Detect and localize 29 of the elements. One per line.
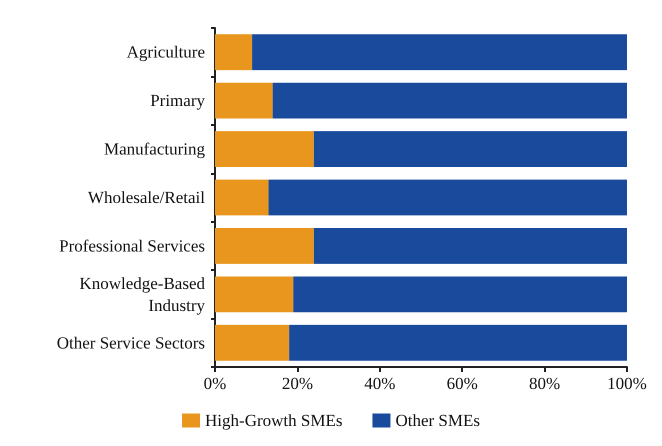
- y-tick-label: Other Service Sectors: [56, 333, 205, 352]
- legend-label: Other SMEs: [395, 411, 480, 430]
- x-tick-label: 20%: [282, 374, 313, 393]
- x-tick-label: 100%: [607, 374, 647, 393]
- bar: [293, 276, 627, 312]
- bar: [289, 324, 627, 361]
- y-tick-label: Manufacturing: [104, 140, 206, 159]
- x-tick-label: 40%: [364, 374, 396, 393]
- bar: [314, 131, 627, 167]
- y-tick-label: Knowledge-Based Industry: [79, 274, 206, 315]
- bar: [252, 34, 627, 70]
- x-tick-label: 0%: [204, 374, 226, 393]
- y-tick-label: Primary: [150, 91, 206, 110]
- bar: [215, 180, 269, 216]
- bar: [215, 276, 294, 312]
- x-tick-label: 60%: [446, 374, 478, 393]
- y-tick-label: Professional Services: [59, 236, 205, 256]
- bar: [215, 228, 314, 264]
- bar: [215, 82, 273, 119]
- bar: [215, 131, 314, 167]
- x-tick-label: 80%: [529, 374, 560, 393]
- bar: [314, 228, 627, 264]
- bar: [272, 82, 627, 119]
- bar: [268, 180, 627, 216]
- bar: [215, 324, 290, 361]
- y-tick-label: Wholesale/Retail: [88, 188, 206, 207]
- legend-label: High-Growth SMEs: [205, 411, 342, 430]
- bar: [215, 34, 252, 70]
- y-tick-label: Agriculture: [126, 42, 205, 62]
